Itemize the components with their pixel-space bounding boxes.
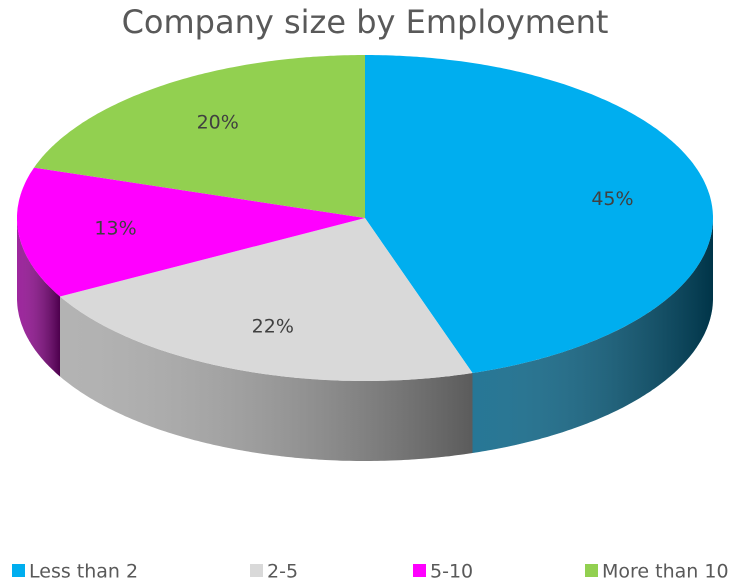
legend-swatch [413, 564, 426, 577]
legend-label: Less than 2 [29, 561, 138, 583]
data-label: 45% [591, 188, 633, 210]
legend-swatch [250, 564, 263, 577]
slice [17, 167, 365, 297]
slice-side-shade [60, 296, 473, 461]
data-label: 22% [252, 316, 294, 338]
slice-side-shade [17, 218, 60, 377]
slice-side-shade [472, 218, 713, 453]
slice [60, 218, 473, 381]
legend-label: 2-5 [267, 561, 298, 583]
legend-swatch [585, 564, 598, 577]
legend-label: More than 10 [602, 561, 729, 583]
legend-swatch [12, 564, 25, 577]
chart-title: Company size by Employment [122, 3, 609, 41]
data-label: 20% [197, 112, 239, 134]
slice [34, 55, 365, 218]
slice [365, 55, 713, 373]
legend-label: 5-10 [430, 561, 473, 583]
data-label: 13% [94, 218, 136, 240]
